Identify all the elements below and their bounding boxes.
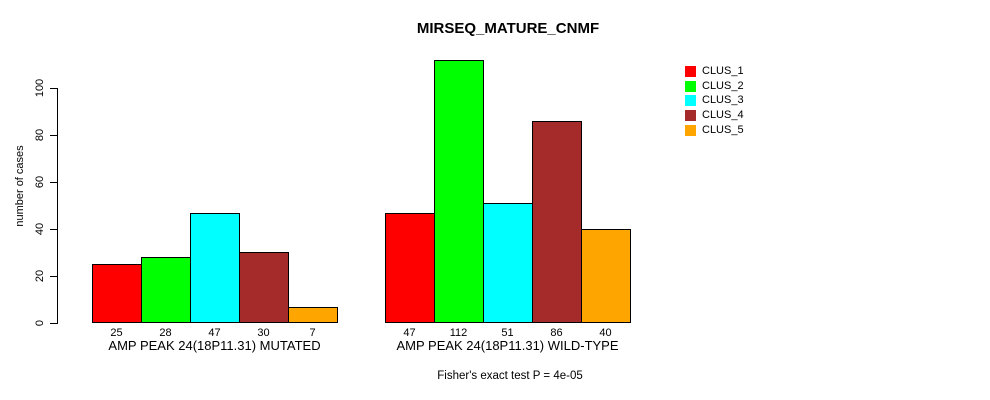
y-axis-tick-label: 40 bbox=[34, 222, 46, 236]
bar-clus_1 bbox=[385, 213, 435, 323]
y-axis-tick bbox=[50, 88, 58, 89]
group-label: AMP PEAK 24(18P11.31) WILD-TYPE bbox=[396, 338, 619, 353]
bar-clus_5 bbox=[288, 307, 338, 323]
y-axis-tick-label: 80 bbox=[34, 128, 46, 142]
bar-clus_4 bbox=[532, 121, 582, 323]
bar-value-label: 40 bbox=[599, 327, 612, 339]
legend-item: CLUS_4 bbox=[685, 108, 744, 123]
y-axis-tick bbox=[50, 182, 58, 183]
bar-value-label: 7 bbox=[309, 327, 316, 339]
legend-swatch-icon bbox=[685, 124, 696, 136]
legend-swatch-icon bbox=[685, 109, 696, 121]
y-axis-tick-label: 0 bbox=[34, 319, 46, 327]
bar-clus_3 bbox=[190, 213, 240, 323]
y-axis-tick bbox=[50, 135, 58, 136]
legend-item-label: CLUS_1 bbox=[702, 64, 744, 77]
bar-value-label: 28 bbox=[159, 327, 172, 339]
legend: CLUS_1 CLUS_2 CLUS_3 CLUS_4 CLUS_5 bbox=[685, 64, 744, 137]
group-label: AMP PEAK 24(18P11.31) MUTATED bbox=[108, 338, 321, 353]
y-axis-line bbox=[57, 88, 58, 324]
y-axis-tick-label: 60 bbox=[34, 175, 46, 189]
legend-item-label: CLUS_2 bbox=[702, 79, 744, 92]
legend-item-label: CLUS_4 bbox=[702, 108, 744, 121]
bar-clus_1 bbox=[92, 264, 142, 323]
bar-clus_2 bbox=[434, 60, 484, 323]
bar-clus_3 bbox=[483, 203, 533, 323]
y-axis-tick bbox=[50, 276, 58, 277]
bar-value-label: 47 bbox=[403, 327, 416, 339]
y-axis-tick-label: 100 bbox=[34, 78, 46, 98]
bar-value-label: 25 bbox=[110, 327, 123, 339]
bar-value-label: 86 bbox=[550, 327, 563, 339]
legend-swatch-icon bbox=[685, 80, 696, 92]
y-axis-tick bbox=[50, 229, 58, 230]
legend-item: CLUS_1 bbox=[685, 64, 744, 79]
bar-value-label: 112 bbox=[449, 327, 468, 339]
legend-item: CLUS_3 bbox=[685, 93, 744, 108]
y-axis-tick-label: 20 bbox=[34, 269, 46, 283]
bar-clus_4 bbox=[239, 252, 289, 323]
legend-item: CLUS_2 bbox=[685, 79, 744, 94]
chart-title: MIRSEQ_MATURE_CNMF bbox=[416, 20, 600, 37]
legend-swatch-icon bbox=[685, 95, 696, 107]
fisher-test-annotation: Fisher's exact test P = 4e-05 bbox=[437, 370, 583, 382]
bar-value-label: 47 bbox=[208, 327, 221, 339]
bar-clus_2 bbox=[141, 257, 191, 323]
bar-value-label: 51 bbox=[501, 327, 514, 339]
y-axis-tick bbox=[50, 323, 58, 324]
y-axis-title: number of cases bbox=[14, 145, 26, 227]
bar-clus_5 bbox=[581, 229, 631, 323]
legend-item-label: CLUS_3 bbox=[702, 94, 744, 107]
bar-value-label: 30 bbox=[257, 327, 270, 339]
legend-swatch-icon bbox=[685, 65, 696, 77]
legend-item: CLUS_5 bbox=[685, 123, 744, 138]
legend-item-label: CLUS_5 bbox=[702, 123, 744, 136]
